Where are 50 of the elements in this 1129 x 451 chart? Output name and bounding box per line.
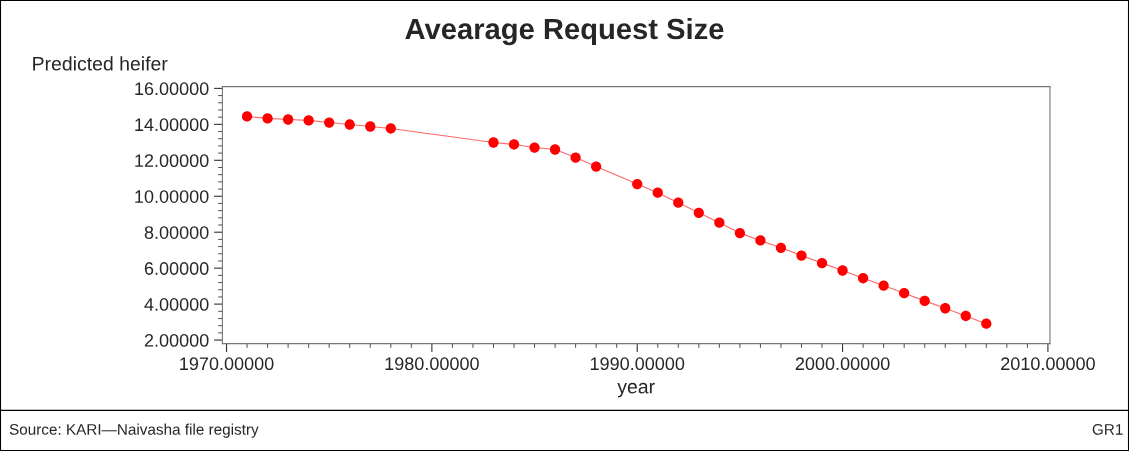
point — [775, 242, 787, 253]
point — [652, 187, 663, 198]
point — [857, 273, 869, 284]
x-tick-label: 2000.00000 — [795, 357, 890, 371]
point — [940, 303, 951, 314]
point — [570, 152, 581, 163]
x-tick-label: 2010.00000 — [1001, 357, 1095, 371]
y-tick-label: 16.00000 — [135, 82, 209, 96]
x-tick-label: 1990.00000 — [590, 357, 685, 371]
y-tick-label: 6.00000 — [144, 262, 209, 275]
point — [693, 207, 704, 218]
point — [529, 142, 540, 153]
x-axis-title: year — [617, 382, 655, 398]
point — [508, 139, 520, 150]
point — [673, 197, 684, 208]
point — [816, 257, 828, 269]
point — [981, 318, 992, 329]
text: GR1 — [1092, 423, 1123, 435]
y-tick-label: 10.00000 — [135, 190, 209, 203]
x-tick-label: 1970.00000 — [180, 357, 274, 371]
point — [919, 295, 930, 307]
point — [549, 144, 561, 155]
point — [960, 310, 971, 322]
point — [282, 114, 294, 125]
point — [899, 288, 910, 299]
x-tick-label: 1980.00000 — [385, 357, 479, 371]
y-tick-label: 8.00000 — [144, 226, 209, 239]
point — [632, 178, 643, 190]
point — [714, 217, 725, 228]
source-note: Source: KARI—Naivasha file registry — [9, 423, 259, 438]
point — [488, 137, 499, 148]
point — [303, 115, 314, 126]
chart-title: Avearage Request Size — [405, 17, 724, 46]
y-axis-title: Predicted heifer — [33, 56, 168, 71]
point — [262, 113, 273, 124]
point — [324, 117, 335, 128]
point — [734, 227, 746, 239]
y-tick-label: 12.00000 — [135, 154, 209, 168]
y-tick-label: 2.00000 — [144, 334, 209, 347]
y-tick-label: 14.00000 — [135, 118, 209, 132]
point — [837, 265, 848, 276]
point — [755, 235, 766, 246]
point — [591, 161, 602, 172]
point — [241, 111, 253, 122]
point — [344, 119, 355, 130]
y-tick-label: 4.00000 — [144, 298, 209, 311]
point — [365, 121, 376, 132]
point — [878, 280, 889, 291]
point — [796, 250, 807, 261]
point — [385, 123, 396, 134]
